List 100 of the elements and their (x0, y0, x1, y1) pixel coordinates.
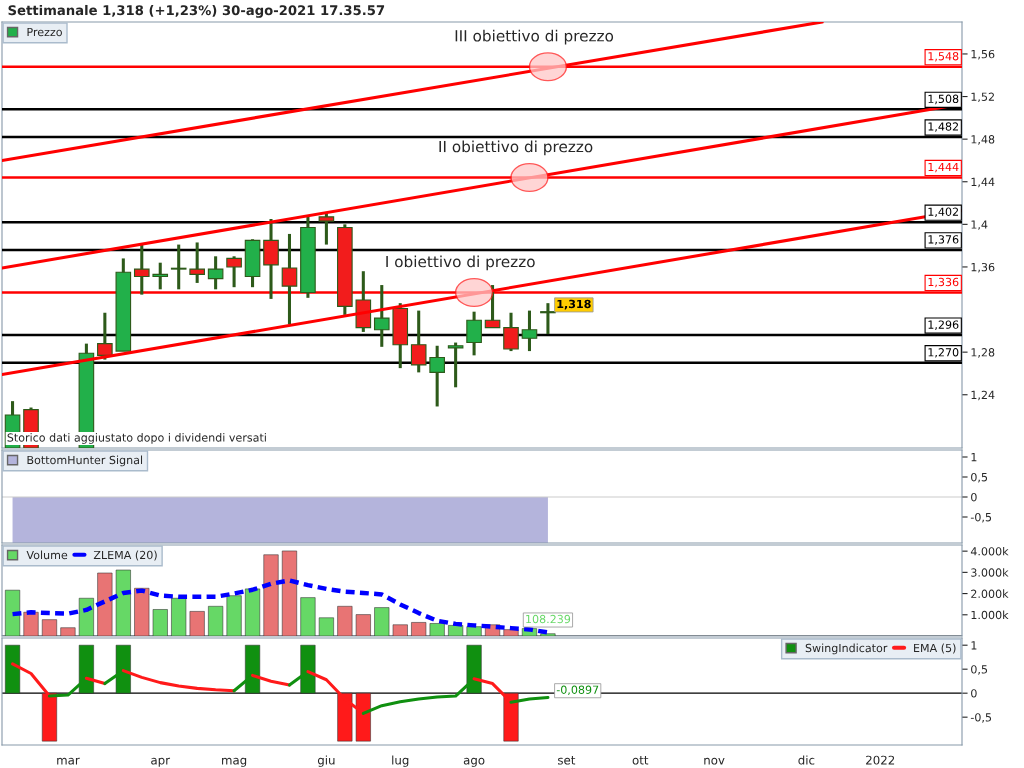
bar (189, 611, 205, 636)
bar (540, 633, 556, 636)
candlestick (152, 262, 169, 290)
legend-label: Volume (26, 550, 68, 560)
bar (152, 609, 168, 636)
candlestick (410, 310, 427, 373)
ref-line-label: 1,296 (928, 320, 959, 330)
y-tick-label: 1.000k (971, 610, 1009, 620)
bar (392, 624, 408, 636)
y-tick-label: 1 (971, 641, 977, 650)
ref-line-label: 1,376 (928, 235, 959, 245)
y-tick-label: 2.000k (971, 589, 1009, 598)
candlestick (429, 345, 445, 407)
candlestick (97, 312, 113, 360)
x-tick-label: set (558, 756, 576, 765)
ref-line-label: 1,508 (928, 94, 959, 105)
y-tick-label: 0,5 (971, 665, 988, 675)
y-tick-label: 0,5 (971, 472, 988, 483)
bar (466, 626, 482, 636)
y-tick-label: 1,48 (971, 135, 995, 145)
bar (411, 622, 427, 636)
bar (355, 614, 371, 636)
bar (5, 589, 21, 636)
data-label: -0,0897 (556, 685, 599, 696)
bar (115, 569, 131, 636)
candlestick (521, 310, 538, 353)
candlestick (207, 256, 224, 290)
bar (281, 550, 298, 636)
candlestick (318, 212, 335, 245)
x-tick-label: 2022 (866, 755, 895, 765)
legend-label: ZLEMA (20) (93, 550, 157, 561)
bar (134, 587, 150, 636)
data-label: 108.239 (526, 614, 571, 624)
bar (374, 607, 390, 636)
bar (263, 554, 279, 636)
y-tick-label: 1,56 (971, 49, 995, 60)
y-tick-label: 1,24 (971, 390, 995, 401)
candlestick (133, 244, 150, 295)
ref-line-label: 1,548 (928, 52, 959, 62)
bar (318, 617, 334, 636)
y-tick-label: 4.000k (970, 546, 1009, 556)
x-tick-label: mag (222, 757, 247, 767)
x-tick-label: apr (151, 757, 171, 767)
bar (337, 606, 353, 636)
x-tick-label: lug (392, 755, 409, 767)
bar (448, 625, 464, 636)
annotation: III obiettivo di prezzo (455, 29, 614, 45)
bar (503, 629, 519, 636)
bar (245, 588, 261, 636)
candlestick (281, 232, 298, 325)
candlestick (484, 285, 501, 329)
candlestick (466, 311, 482, 356)
line-series (121, 669, 236, 693)
bar (41, 619, 58, 636)
legend-label: BottomHunter Signal (27, 455, 143, 467)
bar (208, 606, 224, 636)
ref-line-label: 1,444 (928, 162, 959, 173)
candlestick (447, 342, 464, 388)
legend-label: Prezzo (27, 27, 62, 37)
y-tick-label: 1 (971, 453, 977, 462)
legend-label: SwingIndicator (805, 643, 888, 655)
y-tick-label: 1,52 (971, 92, 994, 103)
x-tick-label: giu (317, 755, 335, 767)
x-tick-label: nov (704, 757, 725, 765)
candlestick (189, 242, 205, 283)
y-tick-label: 0 (971, 689, 977, 698)
candlestick (226, 256, 242, 289)
candlestick (170, 244, 187, 290)
y-tick-label: 1,36 (971, 262, 995, 273)
annotation: Storico dati aggiustato dopo i dividendi versati (7, 433, 266, 444)
annotation: II obiettivo di prezzo (439, 140, 593, 156)
candlestick (373, 285, 390, 347)
bar (23, 611, 39, 636)
y-tick-label: 1,44 (971, 177, 995, 188)
bar (300, 597, 316, 636)
text: 1,318 (557, 299, 591, 310)
x-tick-label: ago (463, 757, 485, 767)
x-tick-label: dic (798, 755, 815, 765)
bar (97, 572, 113, 636)
annotation: I obiettivo di prezzo (386, 255, 535, 271)
y-tick-label: 0 (971, 492, 977, 502)
bar (171, 597, 187, 636)
bar (78, 597, 94, 636)
legend-label: EMA (5) (914, 643, 956, 654)
candlestick (503, 312, 519, 353)
y-tick-label: -0,5 (970, 512, 992, 523)
bar (429, 623, 445, 636)
y-tick-label: 1,28 (971, 348, 995, 358)
y-tick-label: -0,5 (970, 713, 992, 723)
x-tick-label: mar (57, 757, 80, 765)
ref-line-label: 1,482 (928, 122, 959, 132)
bar (226, 595, 242, 636)
bar (60, 627, 76, 636)
y-tick-label: 3.000k (971, 568, 1009, 577)
chart-title: Settimanale 1,318 (+1,23%) 30-ago-2021 17.35.57 (8, 4, 385, 18)
ref-line-label: 1,336 (928, 277, 959, 288)
y-tick-label: 1,4 (971, 220, 988, 230)
x-tick-label: ott (632, 756, 649, 765)
ref-line-label: 1,270 (928, 348, 959, 358)
ref-line-label: 1,402 (928, 207, 959, 218)
